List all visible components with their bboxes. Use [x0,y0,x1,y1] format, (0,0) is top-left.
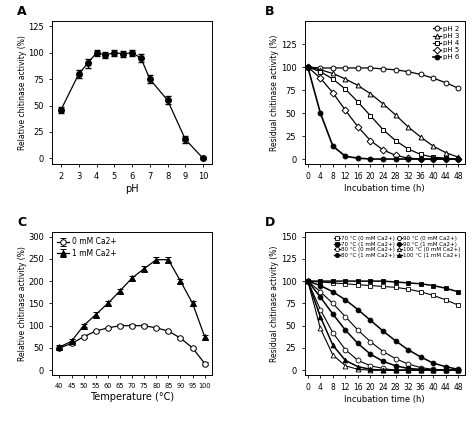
pH 5 [443,157,448,162]
pH 3 [305,64,310,69]
pH 5 [368,138,374,143]
pH 5 [380,147,386,152]
pH 6 [405,157,411,162]
pH 2 [305,64,310,69]
X-axis label: pH: pH [125,184,139,194]
pH 2 [430,75,436,80]
pH 5 [418,157,423,162]
pH 2 [380,67,386,72]
pH 4 [405,147,411,152]
pH 2 [343,65,348,70]
pH 6 [355,156,361,161]
Legend: 0 mM Ca2+, 1 mM Ca2+: 0 mM Ca2+, 1 mM Ca2+ [56,236,118,259]
pH 3 [343,77,348,82]
pH 4 [380,127,386,132]
pH 2 [393,67,399,72]
pH 3 [418,134,423,139]
X-axis label: Incubation time (h): Incubation time (h) [344,184,425,193]
pH 5 [355,124,361,129]
pH 2 [330,65,336,70]
Text: B: B [264,5,274,19]
X-axis label: Incubation time (h): Incubation time (h) [344,395,425,404]
X-axis label: Temperature (°C): Temperature (°C) [90,392,174,402]
pH 3 [393,112,399,117]
pH 6 [443,157,448,162]
pH 2 [318,65,323,70]
pH 4 [318,69,323,74]
pH 6 [305,64,310,69]
pH 3 [443,150,448,155]
Text: D: D [264,216,275,229]
pH 6 [330,144,336,149]
pH 3 [456,155,461,160]
pH 3 [318,67,323,72]
Text: C: C [17,216,26,229]
pH 4 [355,99,361,104]
pH 3 [368,91,374,96]
Legend: pH 2, pH 3, pH 4, pH 5, pH 6: pH 2, pH 3, pH 4, pH 5, pH 6 [431,24,461,61]
pH 4 [456,157,461,162]
pH 2 [368,65,374,70]
Y-axis label: Relative chitinase activity (%): Relative chitinase activity (%) [18,246,27,361]
pH 2 [355,65,361,70]
pH 5 [405,156,411,161]
pH 4 [368,113,374,118]
pH 4 [343,87,348,92]
pH 6 [430,157,436,162]
Legend: 70 °C (0 mM Ca2+), 70 °C (1 mM Ca2+), 80 °C (0 mM Ca2+), 80 °C (1 mM Ca2+), 90 °: 70 °C (0 mM Ca2+), 70 °C (1 mM Ca2+), 80… [333,235,462,259]
pH 5 [305,64,310,69]
pH 6 [343,154,348,159]
pH 6 [368,157,374,162]
pH 2 [443,80,448,85]
pH 2 [418,72,423,77]
pH 6 [456,157,461,162]
pH 5 [430,157,436,162]
pH 4 [418,152,423,157]
pH 6 [380,157,386,162]
Line: pH 6: pH 6 [305,64,461,162]
Line: pH 3: pH 3 [305,64,461,160]
pH 3 [355,83,361,88]
pH 3 [405,124,411,129]
Y-axis label: Relative chitinase activity (%): Relative chitinase activity (%) [18,35,27,150]
Line: pH 4: pH 4 [305,64,461,162]
pH 5 [393,153,399,158]
pH 5 [456,157,461,162]
Line: pH 5: pH 5 [305,64,461,162]
pH 3 [430,144,436,149]
pH 5 [330,90,336,95]
Text: A: A [17,5,27,19]
pH 4 [443,156,448,161]
pH 5 [343,108,348,113]
pH 3 [330,71,336,76]
pH 5 [318,75,323,80]
pH 2 [456,86,461,91]
pH 6 [393,157,399,162]
pH 4 [430,155,436,160]
pH 6 [318,111,323,116]
pH 3 [380,101,386,107]
pH 6 [418,157,423,162]
pH 4 [330,77,336,82]
pH 4 [393,138,399,143]
Line: pH 2: pH 2 [305,64,461,91]
pH 2 [405,69,411,74]
Y-axis label: Residual chitinase activity (%): Residual chitinase activity (%) [270,245,279,362]
pH 4 [305,64,310,69]
Y-axis label: Residual chitinase activity (%): Residual chitinase activity (%) [270,34,279,151]
